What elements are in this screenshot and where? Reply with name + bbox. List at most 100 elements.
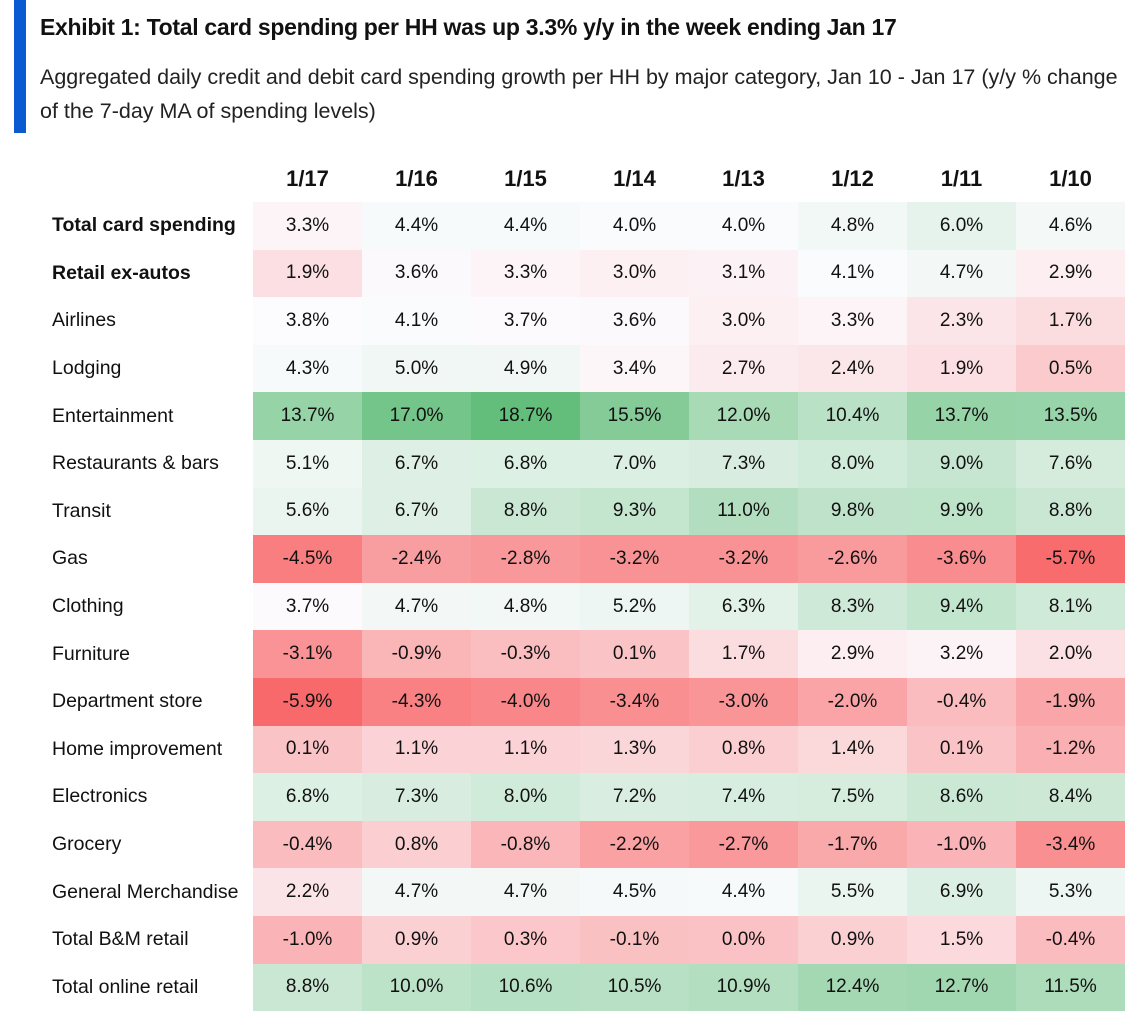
- heatmap-cell: 8.8%: [253, 963, 362, 1012]
- heatmap-cell: -5.7%: [1016, 535, 1125, 583]
- heatmap-cell: 4.7%: [362, 582, 471, 631]
- heatmap-cell: 17.0%: [362, 392, 471, 440]
- heatmap-cell: -2.4%: [362, 535, 471, 583]
- row-label: Restaurants & bars: [52, 452, 219, 475]
- heatmap-cell: 2.0%: [1016, 630, 1125, 678]
- heatmap-cell: 0.9%: [362, 915, 471, 964]
- heatmap-cell: -3.2%: [580, 535, 689, 583]
- table-row: Total B&M retail -1.0% 0.9% 0.3% -0.1% 0.0% 0.…: [40, 915, 1125, 964]
- heatmap-cell: 3.4%: [580, 344, 689, 393]
- heatmap-cell: 6.8%: [253, 773, 362, 821]
- heatmap-cell: 4.7%: [362, 868, 471, 916]
- column-header-row: 1/17 1/16 1/15 1/14 1/13 1/12 1/11 1/10: [40, 156, 1125, 202]
- row-label: Airlines: [52, 309, 116, 332]
- heatmap-cell: 3.6%: [580, 297, 689, 345]
- heatmap-cell: 3.6%: [362, 249, 471, 298]
- heatmap-cell: 9.0%: [907, 439, 1016, 488]
- heatmap-cell: -3.2%: [689, 535, 798, 583]
- table-row: Total card spending 3.3% 4.4% 4.4% 4.0% 4.0% 4…: [40, 202, 1125, 250]
- heatmap-cell: 1.5%: [907, 915, 1016, 964]
- row-label: Furniture: [52, 642, 131, 665]
- heatmap-cell: 7.5%: [798, 773, 907, 821]
- accent-bar: [14, 0, 26, 133]
- column-header: 1/16: [395, 166, 438, 191]
- heatmap-cell: 10.0%: [362, 963, 471, 1012]
- heatmap-cell: 0.8%: [362, 820, 471, 869]
- heatmap-cell: 7.3%: [689, 439, 798, 488]
- heatmap-cell: 4.4%: [689, 868, 798, 916]
- row-label: Gas: [52, 547, 88, 570]
- heatmap-cell: -0.1%: [580, 915, 689, 964]
- heatmap-cell: 3.0%: [580, 249, 689, 298]
- heatmap-table: 1/17 1/16 1/15 1/14 1/13 1/12 1/11 1/10 Total c…: [40, 156, 1125, 1012]
- heatmap-cell: 4.1%: [798, 249, 907, 298]
- heatmap-cell: 3.2%: [907, 630, 1016, 678]
- heatmap-cell: 1.9%: [253, 249, 362, 298]
- heatmap-cell: 4.9%: [471, 344, 580, 393]
- heatmap-cell: 1.1%: [362, 725, 471, 774]
- heatmap-cell: 0.8%: [689, 725, 798, 774]
- heatmap-cell: 3.7%: [253, 582, 362, 631]
- heatmap-cell: -1.7%: [798, 820, 907, 869]
- table-row: Transit 5.6% 6.7% 8.8% 9.3% 11.0% 9.8% 9.9% 8.8%: [40, 487, 1125, 536]
- heatmap-cell: 12.0%: [689, 392, 798, 440]
- heatmap-cell: 3.8%: [253, 297, 362, 345]
- heatmap-cell: 3.0%: [689, 297, 798, 345]
- heatmap-cell: 7.4%: [689, 773, 798, 821]
- heatmap-cell: 0.3%: [471, 915, 580, 964]
- heatmap-cell: 1.7%: [1016, 297, 1125, 345]
- heatmap-cell: 4.7%: [907, 249, 1016, 298]
- table-row: Grocery -0.4% 0.8% -0.8% -2.2% -2.7% -1.7% -1.0…: [40, 820, 1125, 869]
- heatmap-cell: 10.5%: [580, 963, 689, 1012]
- heatmap-cell: -3.4%: [1016, 820, 1125, 869]
- heatmap-cell: 4.4%: [471, 202, 580, 250]
- row-label: Transit: [52, 499, 111, 522]
- heatmap-cell: 0.0%: [689, 915, 798, 964]
- heatmap-cell: -2.0%: [798, 677, 907, 726]
- column-header: 1/13: [722, 166, 765, 191]
- table-row: Airlines 3.8% 4.1% 3.7% 3.6% 3.0% 3.3% 2.3% 1.7%: [40, 297, 1125, 345]
- heatmap-cell: 8.0%: [798, 439, 907, 488]
- heatmap-cell: 1.3%: [580, 725, 689, 774]
- heatmap-cell: -0.9%: [362, 630, 471, 678]
- row-label: Total online retail: [52, 975, 199, 998]
- table-row: Electronics 6.8% 7.3% 8.0% 7.2% 7.4% 7.5% 8.6% 8…: [40, 773, 1125, 821]
- heatmap-cell: 0.5%: [1016, 344, 1125, 393]
- heatmap-cell: 3.1%: [689, 249, 798, 298]
- heatmap-cell: -2.7%: [689, 820, 798, 869]
- heatmap-cell: 11.5%: [1016, 963, 1125, 1012]
- heatmap-cell: 4.6%: [1016, 202, 1125, 250]
- heatmap-cell: 8.6%: [907, 773, 1016, 821]
- heatmap-cell: 5.0%: [362, 344, 471, 393]
- table-row: Retail ex-autos 1.9% 3.6% 3.3% 3.0% 3.1% 4.1% 4…: [40, 249, 1125, 298]
- heatmap-cell: 6.8%: [471, 439, 580, 488]
- heatmap-cell: 9.3%: [580, 487, 689, 536]
- heatmap-cell: 2.7%: [689, 344, 798, 393]
- column-header: 1/10: [1049, 166, 1092, 191]
- row-label: Electronics: [52, 785, 148, 808]
- row-label: Grocery: [52, 833, 122, 856]
- heatmap-cell: -0.4%: [907, 677, 1016, 726]
- heatmap-cell: -3.6%: [907, 535, 1016, 583]
- heatmap-cell: 11.0%: [689, 487, 798, 536]
- heatmap-cell: 4.0%: [580, 202, 689, 250]
- heatmap-cell: 8.8%: [471, 487, 580, 536]
- heatmap-cell: 12.7%: [907, 963, 1016, 1012]
- heatmap-cell: 10.6%: [471, 963, 580, 1012]
- heatmap-cell: 3.3%: [253, 202, 362, 250]
- heatmap-cell: 15.5%: [580, 392, 689, 440]
- heatmap-cell: 9.4%: [907, 582, 1016, 631]
- column-header: 1/15: [504, 166, 547, 191]
- column-header: 1/12: [831, 166, 874, 191]
- row-label: Home improvement: [52, 737, 223, 760]
- heatmap-cell: 2.9%: [1016, 249, 1125, 298]
- heatmap-cell: -0.8%: [471, 820, 580, 869]
- column-header: 1/17: [286, 166, 329, 191]
- heatmap-cell: 9.8%: [798, 487, 907, 536]
- table-row: Home improvement 0.1% 1.1% 1.1% 1.3% 0.8% 1.4%…: [40, 725, 1125, 774]
- heatmap-cell: 3.3%: [471, 249, 580, 298]
- table-row: Furniture -3.1% -0.9% -0.3% 0.1% 1.7% 2.9% 3.2%…: [40, 630, 1125, 678]
- heatmap-cell: -1.0%: [907, 820, 1016, 869]
- heatmap-cell: 2.4%: [798, 344, 907, 393]
- heatmap-cell: 0.1%: [253, 725, 362, 774]
